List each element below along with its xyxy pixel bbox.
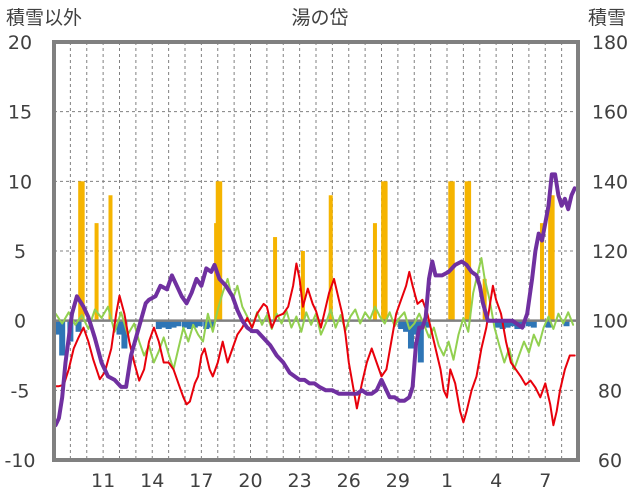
change-bar-20 bbox=[412, 320, 419, 335]
change-bar-11 bbox=[182, 320, 188, 328]
change-bar-9 bbox=[170, 320, 177, 328]
change-bar-25 bbox=[504, 320, 511, 328]
change-bar-19 bbox=[407, 320, 414, 349]
change-bar-8 bbox=[165, 320, 172, 330]
right-tick-label-3: 120 bbox=[592, 241, 628, 263]
right-tick-label-2: 140 bbox=[592, 171, 628, 193]
left-tick-label-1: 15 bbox=[8, 102, 32, 124]
x-tick-label-0: 11 bbox=[91, 470, 115, 492]
precip-bar-15 bbox=[464, 181, 469, 321]
change-bar-6 bbox=[155, 320, 162, 330]
precip-bar-17 bbox=[482, 278, 487, 321]
precip-bar-6 bbox=[218, 181, 223, 321]
change-bar-3 bbox=[75, 320, 82, 332]
precip-bar-12 bbox=[383, 181, 388, 321]
change-bar-29 bbox=[525, 320, 532, 327]
right-tick-label-6: 60 bbox=[598, 450, 622, 472]
chart-title: 湯の岱 bbox=[291, 7, 348, 29]
plot-frame bbox=[52, 40, 580, 462]
precip-bar-3 bbox=[108, 195, 113, 321]
change-bar-7 bbox=[160, 320, 167, 328]
x-tick-label-5: 26 bbox=[337, 470, 361, 492]
left-tick-label-3: 5 bbox=[14, 241, 26, 263]
change-bar-12 bbox=[186, 320, 193, 330]
change-bar-5 bbox=[121, 320, 128, 349]
x-tick-label-9: 7 bbox=[539, 470, 551, 492]
change-bar-32 bbox=[563, 320, 570, 327]
left-tick-label-0: 20 bbox=[8, 32, 32, 54]
x-tick-label-2: 17 bbox=[189, 470, 213, 492]
wind-line bbox=[54, 257, 575, 371]
precip-bar-2 bbox=[94, 223, 99, 321]
left-tick-label-5: -5 bbox=[11, 380, 30, 402]
right-tick-label-1: 160 bbox=[592, 102, 628, 124]
precip-bar-7 bbox=[273, 237, 278, 321]
right-tick-label-4: 100 bbox=[592, 311, 628, 333]
left-axis-label: 積雪以外 bbox=[6, 7, 82, 29]
change-bar-26 bbox=[509, 320, 516, 327]
left-tick-label-4: 0 bbox=[14, 311, 26, 333]
precip-bar-19 bbox=[548, 195, 553, 321]
x-tick-label-4: 23 bbox=[288, 470, 312, 492]
change-bar-31 bbox=[545, 320, 552, 328]
precip-bar-11 bbox=[381, 181, 386, 321]
left-axis-ticks: 20 15 10 5 0 -5 -10 bbox=[4, 32, 35, 472]
precip-bar-20 bbox=[550, 195, 555, 321]
right-axis-label: 積雪 bbox=[588, 7, 626, 29]
change-bar-1 bbox=[59, 320, 66, 356]
left-tick-label-6: -10 bbox=[4, 450, 35, 472]
change-bar-21 bbox=[417, 320, 424, 363]
right-tick-label-5: 80 bbox=[598, 380, 622, 402]
right-axis-ticks: 180 160 140 120 100 80 60 bbox=[592, 32, 628, 472]
precip-bar-8 bbox=[300, 251, 305, 321]
change-bar-22 bbox=[424, 320, 431, 328]
change-bar-23 bbox=[494, 320, 501, 328]
change-bar-10 bbox=[175, 320, 182, 327]
change-bar-13 bbox=[191, 320, 198, 328]
precip-bar-14 bbox=[450, 181, 455, 321]
left-tick-label-2: 10 bbox=[8, 171, 32, 193]
change-bar-18 bbox=[403, 320, 410, 332]
precip-bar-16 bbox=[467, 181, 472, 321]
precip-bar-13 bbox=[448, 181, 453, 321]
x-tick-label-7: 1 bbox=[441, 470, 453, 492]
x-tick-label-8: 4 bbox=[490, 470, 502, 492]
precip-bar-18 bbox=[539, 223, 544, 321]
temperature-line bbox=[54, 262, 576, 427]
x-tick-label-6: 29 bbox=[386, 470, 410, 492]
x-tick-label-3: 20 bbox=[238, 470, 262, 492]
precip-bar-0 bbox=[78, 181, 83, 321]
line-layer bbox=[53, 172, 578, 428]
precip-bar-10 bbox=[372, 223, 377, 321]
precip-bar-5 bbox=[215, 181, 220, 321]
change-bar-0 bbox=[54, 320, 61, 335]
change-bar-4 bbox=[116, 320, 123, 335]
change-bar-17 bbox=[398, 320, 405, 330]
change-bar-30 bbox=[530, 320, 537, 328]
snow_depth-line bbox=[53, 172, 577, 428]
precip-bar-9 bbox=[328, 195, 333, 321]
grid-lines bbox=[54, 42, 578, 460]
change-bar-14 bbox=[196, 320, 203, 327]
x-tick-label-1: 14 bbox=[140, 470, 164, 492]
x-axis-ticks: 11 14 17 20 23 26 29 1 4 7 bbox=[91, 470, 551, 492]
bar-layer bbox=[54, 181, 570, 363]
right-tick-label-0: 180 bbox=[592, 32, 628, 54]
precip-bar-1 bbox=[80, 181, 85, 321]
